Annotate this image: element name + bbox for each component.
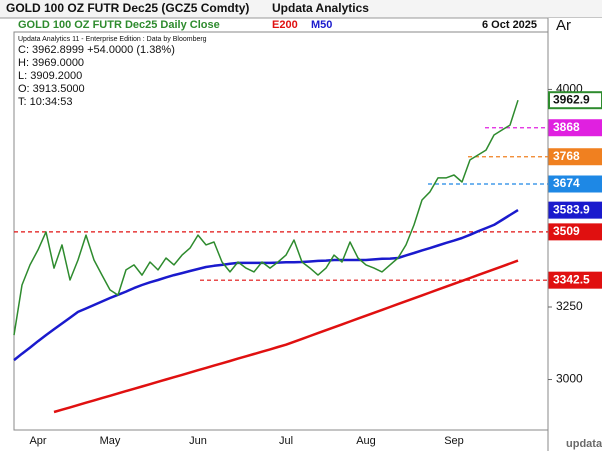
info-line: O: 3913.5000	[18, 83, 85, 95]
plot-frame	[13, 31, 549, 431]
value-box	[548, 148, 602, 166]
info-line: T: 10:34:53	[18, 96, 72, 108]
value-box	[548, 201, 602, 219]
x-tick-label: Aug	[356, 435, 376, 447]
value-box-label: 3509	[553, 224, 580, 238]
value-box-label: 3583.9	[553, 202, 590, 216]
value-box-label: 3962.9	[553, 92, 590, 106]
axis-header	[548, 18, 602, 32]
date: 6 Oct 2025	[482, 19, 537, 31]
legend-entry: M50	[311, 19, 332, 31]
info-line: C: 3962.8999 +54.0000 (1.38%)	[18, 44, 175, 56]
value-box	[548, 91, 602, 110]
x-tick-label: Jul	[279, 435, 293, 447]
y-tick-label: 3000	[556, 372, 583, 386]
series-line	[13, 209, 519, 362]
value-box-label: 3868	[553, 120, 580, 134]
value-box-label: 3674	[553, 176, 580, 190]
info-line: H: 3969.0000	[18, 57, 84, 69]
value-box	[548, 271, 602, 289]
series-line	[13, 99, 519, 336]
series-line	[53, 259, 519, 414]
info-line: Updata Analytics 11 - Enterprise Edition…	[18, 36, 207, 43]
value-box	[548, 223, 602, 241]
value-box-label: 3342.5	[553, 272, 590, 286]
y-tick-label: 3250	[556, 299, 583, 313]
value-box	[548, 119, 602, 137]
legend-entry: GOLD 100 OZ FUTR Dec25 Daily Close	[18, 19, 220, 31]
x-tick-label: May	[100, 435, 121, 447]
app-name: Updata Analytics	[272, 1, 369, 15]
info-line: L: 3909.2000	[18, 70, 82, 82]
x-tick-label: Jun	[189, 435, 207, 447]
title: GOLD 100 OZ FUTR Dec25 (GCZ5 Comdty)	[6, 1, 249, 15]
legend-entry: E200	[272, 19, 298, 31]
value-box-label: 3768	[553, 149, 580, 163]
value-box	[548, 175, 602, 193]
logo: updata	[566, 438, 602, 450]
x-tick-label: Sep	[444, 435, 464, 447]
x-tick-label: Apr	[29, 435, 46, 447]
title-bar	[0, 0, 602, 18]
tab-label: Ar	[556, 17, 571, 34]
